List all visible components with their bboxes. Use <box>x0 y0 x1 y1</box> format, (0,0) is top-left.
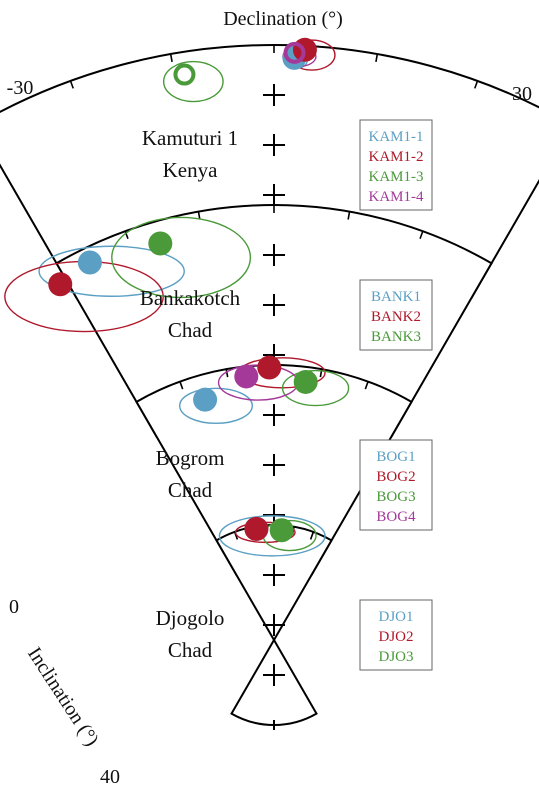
legend-box <box>359 119 433 211</box>
declination-tick <box>169 53 173 63</box>
point-bog4 <box>234 364 259 389</box>
point-kam1-4 <box>283 41 306 64</box>
legend-entry-kam1-1: KAM1-1 <box>369 129 424 145</box>
legend-entry-bog2: BOG2 <box>376 469 415 485</box>
confidence-ellipse-bank3 <box>111 216 252 299</box>
legend-entry-bank1: BANK1 <box>371 289 421 305</box>
panel-bank: Bankakotch Chad BANK1 BANK2 BANK3 <box>4 204 493 438</box>
panel-djo: Djogolo Chad DJO1 DJO2 DJO3 <box>156 515 433 730</box>
confidence-ellipse-bog3 <box>281 369 350 407</box>
region-label: Chad <box>168 638 213 662</box>
site-label: Bankakotch <box>140 286 241 310</box>
declination-tick <box>309 531 315 540</box>
legend-entry-kam1-4: KAM1-4 <box>369 189 424 205</box>
legend-box <box>359 439 433 531</box>
legend-entry-kam1-3: KAM1-3 <box>369 169 424 185</box>
region-label: Chad <box>168 478 213 502</box>
top-axis-tick-left: -30 <box>7 77 34 99</box>
confidence-ellipse-bank1 <box>38 245 185 297</box>
point-djo2 <box>244 516 269 541</box>
declination-tick <box>474 80 479 89</box>
point-djo3 <box>269 518 294 543</box>
point-bank2 <box>48 272 73 297</box>
region-label: Chad <box>168 318 213 342</box>
declination-tick <box>364 381 369 390</box>
confidence-ellipse-djo1 <box>218 515 326 557</box>
point-bog2 <box>257 355 282 380</box>
point-bank1 <box>77 250 102 275</box>
legend-box <box>359 599 433 671</box>
declination-tick <box>124 230 129 240</box>
declination-tick <box>375 53 379 63</box>
top-axis-tick-right: 30 <box>512 83 532 105</box>
site-label: Kamuturi 1 <box>142 126 238 150</box>
legend-entry-bog1: BOG1 <box>376 449 415 465</box>
declination-tick <box>225 369 229 378</box>
legend-entry-djo3: DJO3 <box>378 649 413 665</box>
declination-tick <box>419 230 424 240</box>
site-label: Djogolo <box>156 606 225 630</box>
point-bank3 <box>148 231 173 256</box>
legend-entry-bank3: BANK3 <box>371 329 421 345</box>
left-axis-tick-max: 40 <box>100 766 120 788</box>
region-label: Kenya <box>163 158 218 182</box>
declination-tick <box>69 80 74 89</box>
declination-tick <box>347 211 351 220</box>
point-kam1-3 <box>173 63 196 86</box>
point-bog3 <box>293 369 318 394</box>
point-bog1 <box>193 387 218 412</box>
confidence-ellipse-kam1-3 <box>162 60 224 103</box>
legend-entry-bog3: BOG3 <box>376 489 415 505</box>
top-axis-label: Declination (°) <box>223 8 343 30</box>
legend-entry-bank2: BANK2 <box>371 309 421 325</box>
left-axis-tick-min: 0 <box>9 596 19 618</box>
left-axis-label: Inclination (°) <box>23 643 103 750</box>
legend-box <box>359 279 433 351</box>
legend-entry-kam1-2: KAM1-2 <box>369 149 424 165</box>
legend-entry-bog4: BOG4 <box>376 509 416 525</box>
legend-entry-djo2: DJO2 <box>378 629 413 645</box>
site-label: Bogrom <box>156 446 225 470</box>
confidence-ellipse-bog1 <box>178 387 253 425</box>
declination-tick <box>179 381 184 390</box>
legend-entry-djo1: DJO1 <box>378 609 413 625</box>
